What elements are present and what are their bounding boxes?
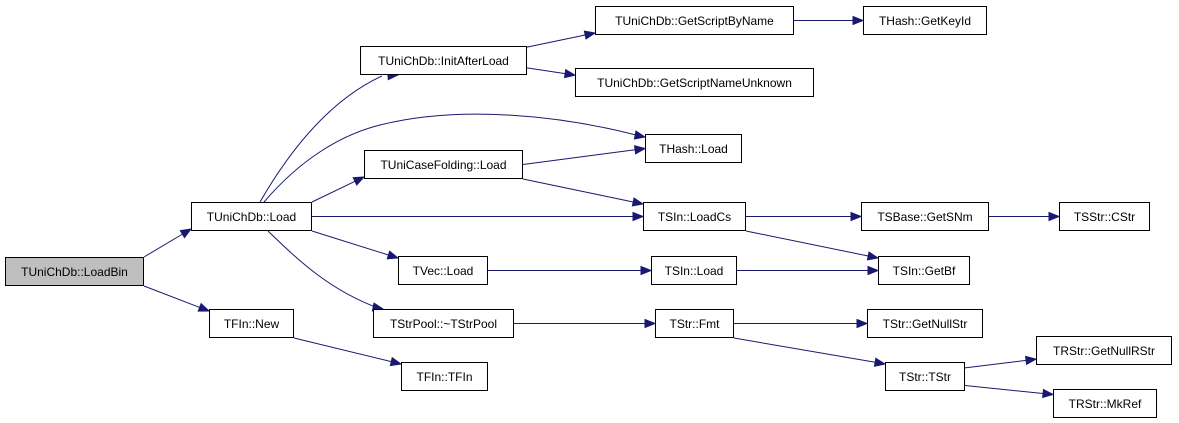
node-rstr-mkref[interactable]: TRStr::MkRef xyxy=(1053,389,1157,418)
edge-sin-loadcs-to-sin-getbf-arrowhead xyxy=(866,251,880,261)
edge-load-to-tvec-load xyxy=(311,230,389,256)
edge-initafterload-to-getscriptbyname xyxy=(526,34,586,48)
edge-str-ctor-to-rstr-mkref xyxy=(964,385,1044,394)
node-sin-load[interactable]: TSIn::Load xyxy=(651,256,737,285)
edge-load-to-casefolding-arrowhead xyxy=(352,176,366,186)
node-thash-load[interactable]: THash::Load xyxy=(645,134,742,163)
edge-load-to-initafterload xyxy=(259,75,383,203)
edge-getscriptbyname-to-thash-getkeyid-arrowhead xyxy=(852,15,865,26)
edge-loadbin-to-fin-new-arrowhead xyxy=(197,302,211,312)
edge-initafterload-to-getscriptnameunknown-arrowhead xyxy=(563,68,577,79)
node-tvec-load[interactable]: TVec::Load xyxy=(398,256,488,285)
edge-load-to-tvec-load-arrowhead xyxy=(386,250,400,260)
node-str-ctor[interactable]: TStr::TStr xyxy=(885,362,965,391)
edge-load-to-casefolding xyxy=(311,180,356,203)
edge-loadbin-to-load xyxy=(143,233,183,258)
edge-sin-loadcs-to-sin-getbf xyxy=(745,230,869,257)
edge-casefolding-to-thash-load xyxy=(522,149,636,165)
edge-str-ctor-to-rstr-getnullrstr-arrowhead xyxy=(1025,355,1038,366)
edge-load-to-strpool-dtor xyxy=(267,230,379,309)
node-casefolding[interactable]: TUniCaseFolding::Load xyxy=(364,150,523,179)
edge-sin-loadcs-to-sbase-getsnm-arrowhead xyxy=(850,211,863,222)
node-str-getnullstr[interactable]: TStr::GetNullStr xyxy=(867,309,983,338)
edge-load-to-thash-load xyxy=(263,113,641,203)
node-sin-getbf[interactable]: TSIn::GetBf xyxy=(878,256,970,285)
edge-tvec-load-to-sin-load-arrowhead xyxy=(640,265,653,276)
edge-loadbin-to-fin-new xyxy=(143,285,200,308)
edge-casefolding-to-sin-loadcs-arrowhead xyxy=(631,197,645,207)
edge-str-fmt-to-str-ctor-arrowhead xyxy=(873,357,887,367)
node-sbase-getsnm[interactable]: TSBase::GetSNm xyxy=(861,202,989,231)
node-fin-ctor[interactable]: TFIn::TFIn xyxy=(401,362,488,391)
edge-loadbin-to-load-arrowhead xyxy=(179,228,193,239)
node-rstr-getnullrstr[interactable]: TRStr::GetNullRStr xyxy=(1036,336,1172,365)
edge-str-ctor-to-rstr-getnullrstr xyxy=(964,359,1027,369)
edge-casefolding-to-thash-load-arrowhead xyxy=(633,145,647,155)
node-str-fmt[interactable]: TStr::Fmt xyxy=(655,309,734,338)
node-getscriptnameunknown[interactable]: TUniChDb::GetScriptNameUnknown xyxy=(575,68,814,97)
edge-strpool-dtor-to-str-fmt-arrowhead xyxy=(644,318,657,329)
edge-str-ctor-to-rstr-mkref-arrowhead xyxy=(1042,388,1055,399)
edge-fin-new-to-fin-ctor-arrowhead xyxy=(389,356,403,367)
edge-load-to-sin-loadcs-arrowhead xyxy=(632,211,645,222)
node-loadbin: TUniChDb::LoadBin xyxy=(5,257,144,286)
node-load[interactable]: TUniChDb::Load xyxy=(191,202,312,231)
edge-str-fmt-to-str-getnullstr-arrowhead xyxy=(856,318,869,329)
edge-initafterload-to-getscriptbyname-arrowhead xyxy=(583,30,597,40)
node-getscriptbyname[interactable]: TUniChDb::GetScriptByName xyxy=(595,6,794,35)
edge-str-fmt-to-str-ctor xyxy=(733,337,876,363)
node-sstr-cstr[interactable]: TSStr::CStr xyxy=(1059,202,1150,231)
edge-initafterload-to-getscriptnameunknown xyxy=(526,67,566,75)
node-initafterload[interactable]: TUniChDb::InitAfterLoad xyxy=(360,46,527,75)
node-strpool-dtor[interactable]: TStrPool::~TStrPool xyxy=(373,309,514,338)
node-fin-new[interactable]: TFIn::New xyxy=(209,309,294,338)
node-sin-loadcs[interactable]: TSIn::LoadCs xyxy=(643,202,746,231)
node-thash-getkeyid[interactable]: THash::GetKeyId xyxy=(863,6,987,35)
edge-fin-new-to-fin-ctor xyxy=(293,337,392,363)
edge-sbase-getsnm-to-sstr-cstr-arrowhead xyxy=(1048,211,1061,222)
edge-sin-load-to-sin-getbf-arrowhead xyxy=(867,265,880,276)
edge-casefolding-to-sin-loadcs xyxy=(522,178,634,203)
